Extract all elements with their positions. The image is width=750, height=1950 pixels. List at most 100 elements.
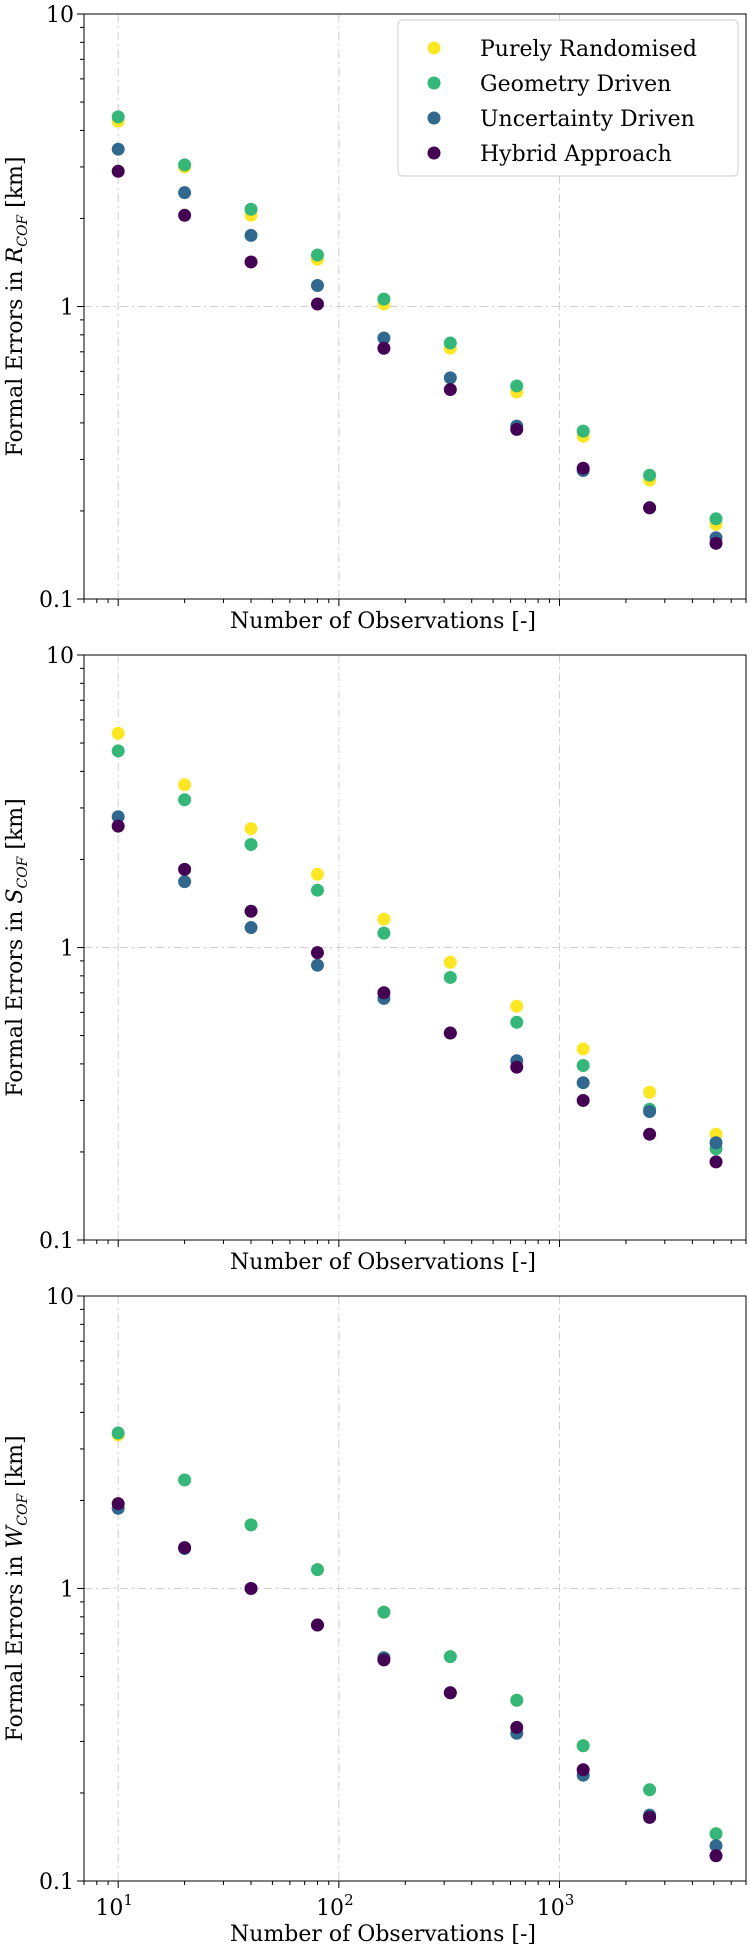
data-point-uncertainty [178,186,192,200]
y-tick-label: 0.1 [39,1229,74,1254]
data-point-geometry [709,512,723,526]
data-point-uncertainty [310,278,324,292]
data-point-geometry [244,1518,258,1532]
data-point-hybrid [643,501,657,515]
data-point-hybrid [111,164,125,178]
x-tick-label: 101 [95,1891,133,1921]
data-point-hybrid [178,208,192,222]
data-point-hybrid [178,1541,192,1555]
data-point-geometry [443,1650,457,1664]
data-point-geometry [377,1605,391,1619]
data-point-hybrid [510,1060,524,1074]
data-point-geometry [709,1827,723,1841]
data-point-geometry [244,837,258,851]
data-point-hybrid [643,1810,657,1824]
data-point-geometry [111,110,125,124]
data-point-geometry [443,970,457,984]
data-point-hybrid [443,1026,457,1040]
data-point-geometry [111,744,125,758]
data-point-hybrid [310,1618,324,1632]
data-point-geometry [377,926,391,940]
data-point-hybrid [510,1720,524,1734]
legend-label: Hybrid Approach [480,142,672,167]
data-point-hybrid [377,1653,391,1667]
y-axis-label: Formal Errors in WCOF [km] [3,1435,31,1741]
data-point-uncertainty [310,958,324,972]
data-point-geometry [576,424,590,438]
y-tick-label: 10 [46,3,74,28]
data-point-geometry [510,1015,524,1029]
data-point-hybrid [443,383,457,397]
data-point-hybrid [709,1155,723,1169]
series-geometry [111,1426,723,1841]
data-point-purely [643,1085,657,1099]
data-point-geometry [377,292,391,306]
data-point-geometry [643,468,657,482]
legend-label: Purely Randomised [480,37,697,62]
data-point-purely [244,822,258,836]
data-point-hybrid [443,1686,457,1700]
data-point-hybrid [510,422,524,436]
data-point-hybrid [178,862,192,876]
y-axis-label: Formal Errors in RCOF [km] [3,156,31,456]
x-tick-label: 103 [537,1891,575,1921]
data-point-hybrid [111,819,125,833]
data-point-geometry [178,793,192,807]
legend-label: Uncertainty Driven [480,107,695,132]
data-point-geometry [576,1058,590,1072]
data-point-geometry [510,1693,524,1707]
series-geometry [111,744,723,1156]
data-point-hybrid [244,255,258,269]
y-tick-label: 1 [60,1578,74,1603]
y-tick-label: 10 [46,1285,74,1310]
data-point-geometry [576,1739,590,1753]
data-point-purely [310,867,324,881]
series-geometry [111,110,723,526]
series-uncertainty [111,1501,723,1853]
data-point-hybrid [576,1093,590,1107]
data-point-hybrid [709,536,723,550]
data-point-geometry [443,336,457,350]
data-point-hybrid [111,1497,125,1511]
y-tick-label: 10 [46,644,74,669]
series-hybrid [111,819,723,1169]
data-point-hybrid [377,986,391,1000]
data-point-geometry [111,1426,125,1440]
y-tick-label: 1 [60,937,74,962]
data-point-uncertainty [244,228,258,242]
legend-box [397,19,739,177]
series-purely [111,1428,723,1841]
legend-marker-hybrid [427,146,441,160]
data-point-purely [178,778,192,792]
data-point-hybrid [643,1127,657,1141]
data-point-uncertainty [244,921,258,935]
x-axis-label: Number of Observations [-] [230,1250,536,1275]
x-axis-label: Number of Observations [-] [230,1922,536,1947]
data-point-purely [443,955,457,969]
data-point-geometry [310,248,324,262]
legend-label: Geometry Driven [480,72,671,97]
data-point-geometry [510,379,524,393]
data-point-geometry [643,1783,657,1797]
y-tick-label: 0.1 [39,588,74,613]
data-point-uncertainty [178,875,192,889]
data-point-geometry [310,1563,324,1577]
series-hybrid [111,164,723,550]
axes-frame [83,654,747,1241]
data-point-geometry [178,158,192,172]
data-point-hybrid [244,904,258,918]
legend-marker-geometry [427,76,441,90]
data-point-uncertainty [576,1076,590,1090]
data-point-hybrid [377,341,391,355]
series-uncertainty [111,142,723,545]
data-point-uncertainty [643,1104,657,1118]
legend: Purely Randomised Geometry Driven Uncertai… [397,19,739,177]
data-point-hybrid [244,1582,258,1595]
y-tick-label: 0.1 [39,1870,74,1895]
series-purely [111,114,723,531]
series-purely [111,726,723,1141]
data-point-purely [377,912,391,926]
legend-marker-uncertainty [427,111,441,125]
data-point-geometry [244,202,258,216]
